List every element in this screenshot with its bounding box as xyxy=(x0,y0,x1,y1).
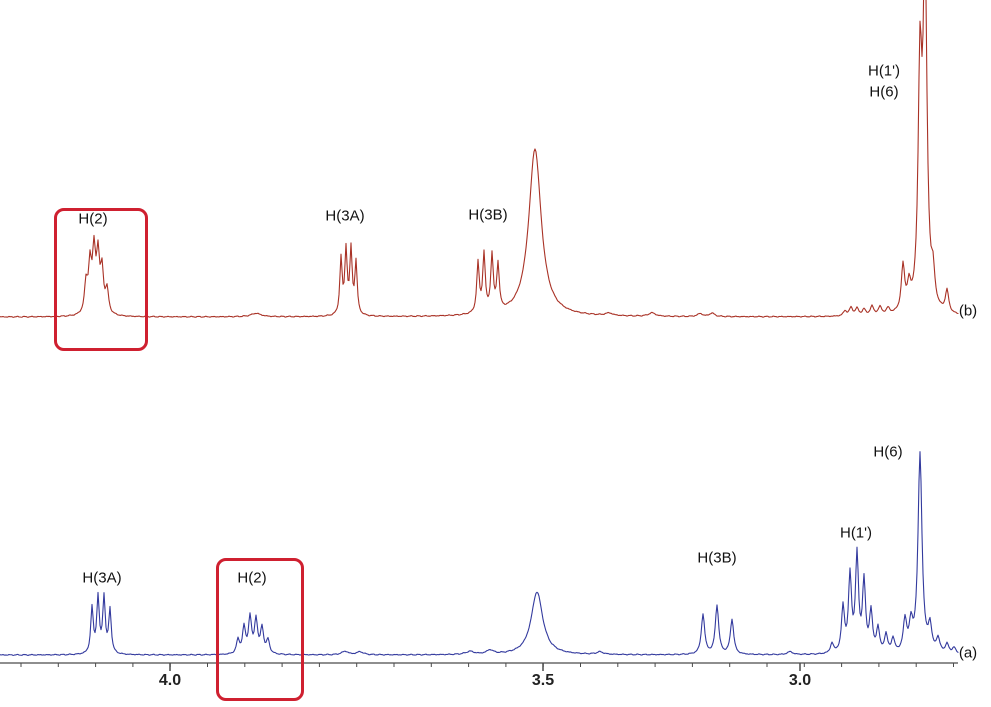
spectrum-b-trace xyxy=(0,0,959,318)
peak-label-b-h3a: H(3A) xyxy=(325,207,365,225)
spectrum-a-side-label: (a) xyxy=(958,644,978,662)
peak-label-b-h1prime: H(1') xyxy=(867,62,901,80)
peak-label-a-h2: H(2) xyxy=(237,569,267,587)
highlight-box-a-h2 xyxy=(216,558,304,701)
spectrum-a-trace xyxy=(0,451,959,657)
x-axis-tick-label-4-0: 4.0 xyxy=(158,672,182,689)
peak-label-a-h6: H(6) xyxy=(873,443,903,461)
highlight-box-b-h2 xyxy=(54,208,148,351)
spectrum-b-side-label: (b) xyxy=(958,302,978,320)
x-axis xyxy=(0,662,958,671)
peak-label-a-h3b: H(3B) xyxy=(697,549,737,567)
peak-label-a-h3a: H(3A) xyxy=(82,569,122,587)
x-axis-tick-label-3-5: 3.5 xyxy=(531,672,555,689)
x-axis-tick-label-3-0: 3.0 xyxy=(788,672,812,689)
peak-label-b-h6: H(6) xyxy=(869,83,899,101)
peak-label-a-h1prime: H(1') xyxy=(839,524,873,542)
peak-label-b-h3b: H(3B) xyxy=(468,206,508,224)
peak-label-b-h2: H(2) xyxy=(78,210,108,228)
